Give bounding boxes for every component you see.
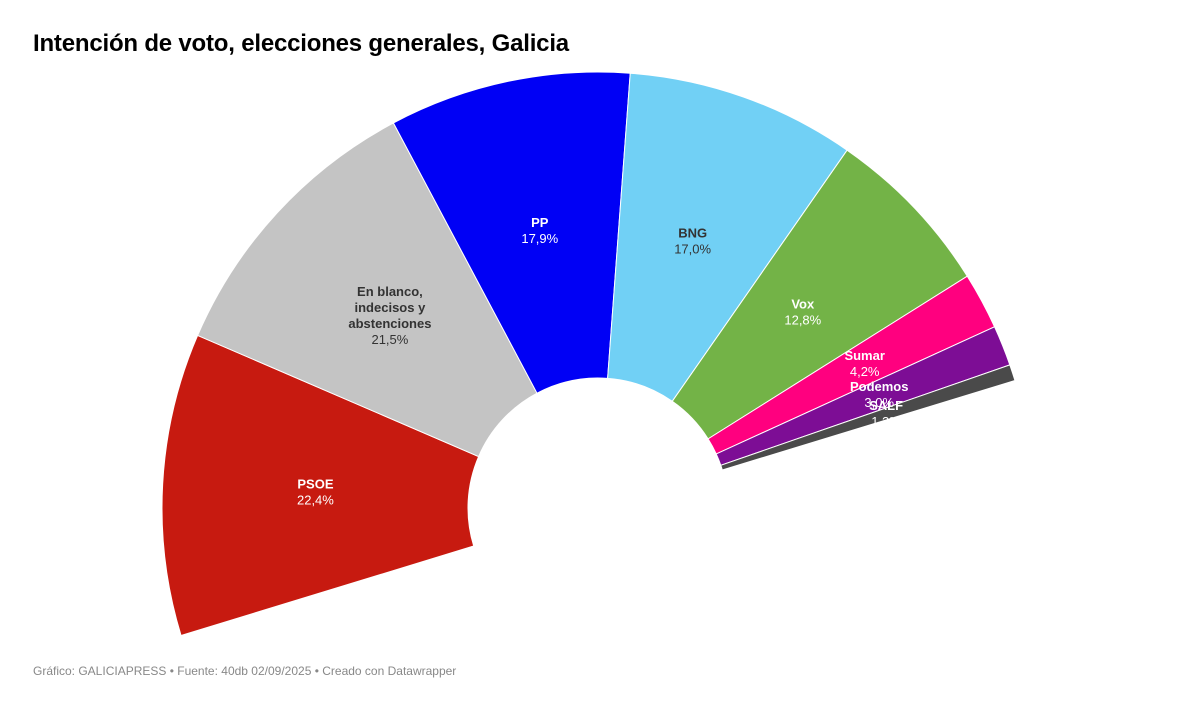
slice-pp[interactable]	[392, 71, 631, 394]
slice-psoe[interactable]	[161, 334, 480, 637]
chart-footer: Gráfico: GALICIAPRESS • Fuente: 40db 02/…	[33, 664, 457, 678]
slice-label: PP 17,9%	[521, 215, 558, 246]
chart-title: Intención de voto, elecciones generales,…	[33, 30, 569, 57]
slice-label: Sumar 4,2%	[844, 348, 884, 379]
slice-salf[interactable]	[720, 364, 1016, 471]
slice-en-blanco-indecisos-y-abstenciones[interactable]	[196, 122, 538, 458]
slice-label: PSOE 22,4%	[297, 476, 334, 507]
slice-label: Vox 12,8%	[784, 297, 821, 328]
slice-vox[interactable]	[671, 149, 968, 440]
slice-label: En blanco, indecisos y abstenciones 21,5%	[348, 284, 431, 347]
slice-label: SALF 1,2%	[869, 398, 903, 429]
slice-bng[interactable]	[607, 72, 848, 402]
slice-label: BNG 17,0%	[674, 225, 711, 256]
slice-label: Podemos 3,0%	[850, 379, 909, 410]
